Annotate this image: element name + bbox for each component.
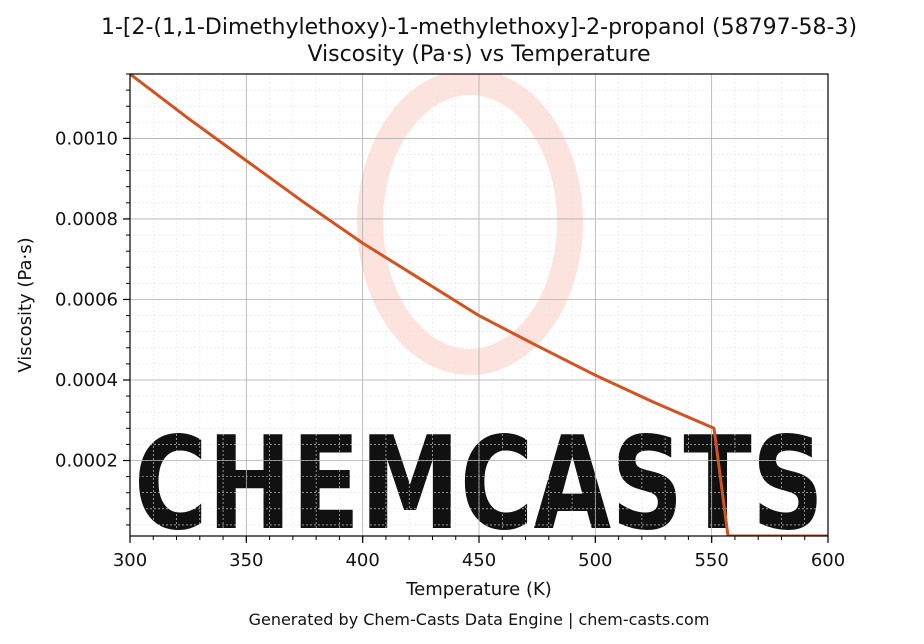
chart-title-line1: 1-[2-(1,1-Dimethylethoxy)-1-methylethoxy… xyxy=(101,15,857,40)
x-axis-label: Temperature (K) xyxy=(405,579,552,600)
y-tick-label: 0.0004 xyxy=(55,370,118,391)
y-tick-label: 0.0002 xyxy=(55,451,118,472)
y-tick-label: 0.0010 xyxy=(55,128,118,149)
viscosity-line xyxy=(130,74,828,536)
y-tick-label: 0.0006 xyxy=(55,289,118,310)
y-tick-label: 0.0008 xyxy=(55,209,118,230)
y-axis-label: Viscosity (Pa·s) xyxy=(15,237,36,372)
x-tick-label: 300 xyxy=(113,550,147,571)
x-tick-label: 450 xyxy=(462,550,496,571)
x-tick-label: 350 xyxy=(229,550,263,571)
x-tick-label: 400 xyxy=(345,550,379,571)
x-tick-label: 500 xyxy=(578,550,612,571)
footer-credit: Generated by Chem-Casts Data Engine | ch… xyxy=(249,610,710,629)
watermark-logo-ring xyxy=(357,74,583,375)
y-axis-ticks: 0.0002 0.0004 0.0006 0.0008 0.0010 xyxy=(55,73,130,526)
x-tick-label: 550 xyxy=(694,550,728,571)
x-tick-label: 600 xyxy=(811,550,845,571)
x-axis-ticks: 300 350 400 450 500 550 600 xyxy=(113,536,845,571)
chart-title-line2: Viscosity (Pa·s) vs Temperature xyxy=(307,42,650,67)
